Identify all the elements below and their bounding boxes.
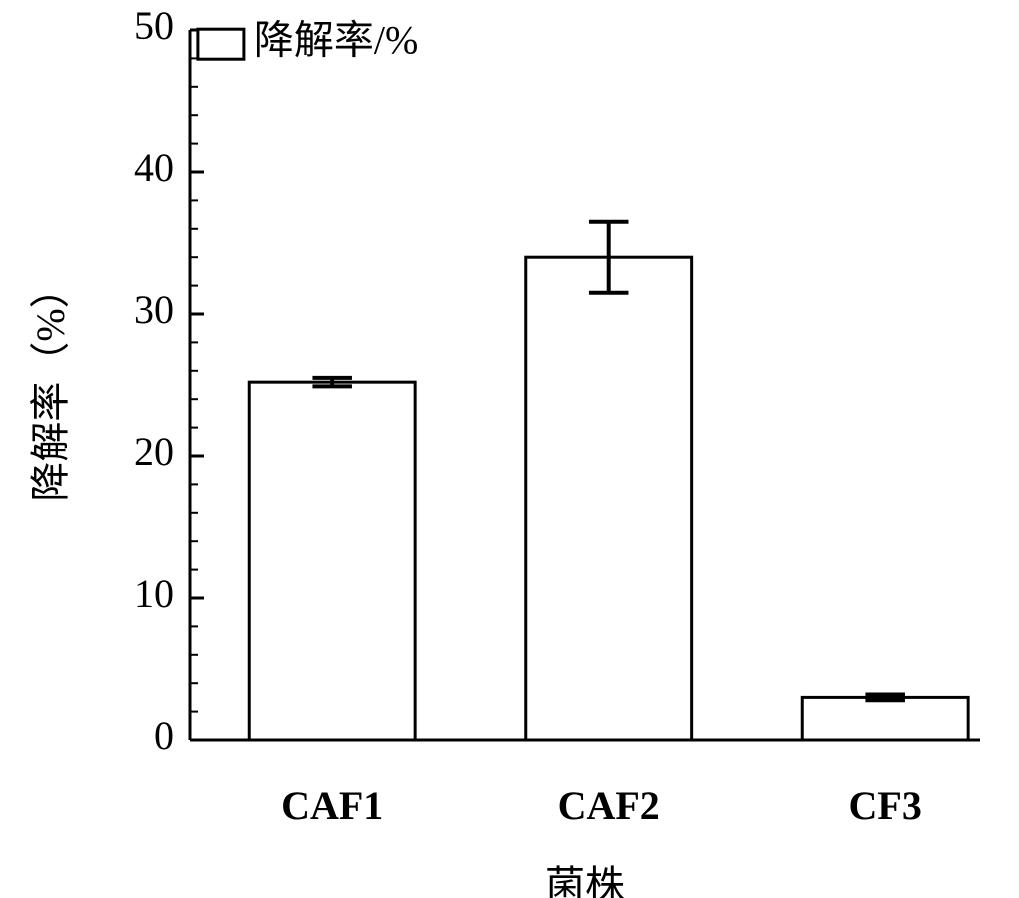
svg-text:CF3: CF3 <box>849 783 922 828</box>
svg-text:0: 0 <box>154 713 174 758</box>
svg-text:降解率（%）: 降解率（%） <box>28 268 73 501</box>
svg-text:10: 10 <box>134 571 174 616</box>
svg-text:20: 20 <box>134 429 174 474</box>
svg-text:菌株: 菌株 <box>545 863 625 898</box>
svg-text:降解率/%: 降解率/% <box>254 17 418 62</box>
degradation-rate-bar-chart: 0 10 20 30 40 50 CAF1 CAF2 CF3 降解率/% 降解率（%） 菌株 <box>0 0 1019 898</box>
svg-text:30: 30 <box>134 287 174 332</box>
svg-text:CAF2: CAF2 <box>558 783 660 828</box>
svg-text:CAF1: CAF1 <box>281 783 383 828</box>
svg-text:50: 50 <box>134 3 174 48</box>
svg-text:40: 40 <box>134 145 174 190</box>
